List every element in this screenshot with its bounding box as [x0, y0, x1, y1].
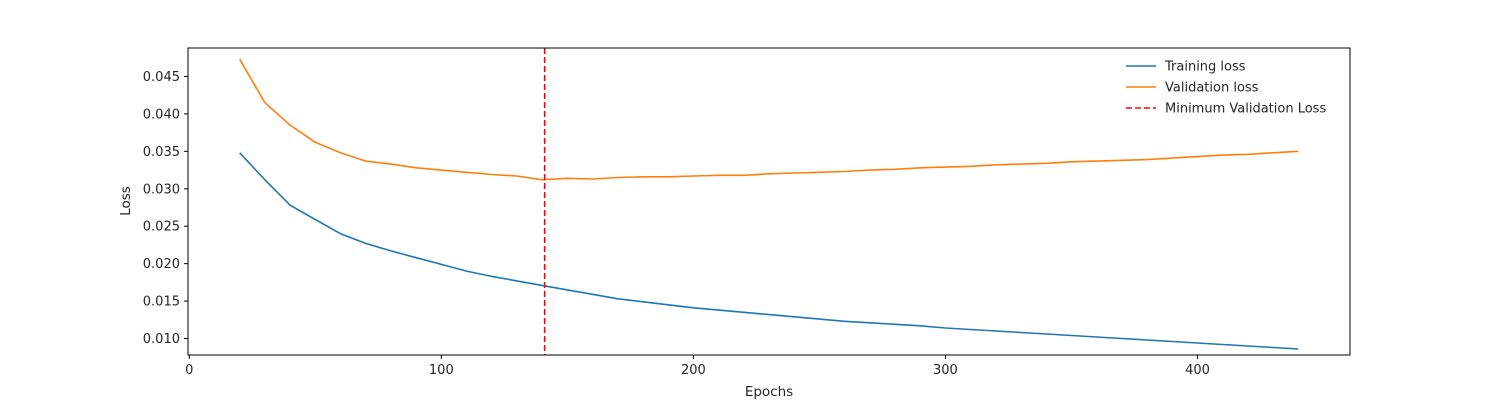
validation-loss-line [239, 58, 1299, 181]
x-tick-label: 200 [681, 363, 706, 378]
training-loss-line [239, 152, 1299, 350]
y-tick-label: 0.045 [143, 70, 180, 85]
y-ticks: 0.010 0.015 0.020 0.025 0.030 0.035 0.040 0.045 [143, 70, 188, 347]
x-tick-label: 0 [185, 363, 193, 378]
y-tick-label: 0.030 [143, 182, 180, 197]
legend-label-minimum-validation-loss: Minimum Validation Loss [1165, 102, 1326, 117]
y-tick-label: 0.015 [143, 295, 180, 310]
legend: Training loss Validation loss Minimum Vali… [1126, 60, 1326, 117]
series-layer [239, 58, 1299, 350]
y-axis-label: Loss [118, 186, 134, 216]
y-tick-label: 0.040 [143, 107, 180, 122]
x-tick-label: 100 [429, 363, 454, 378]
y-tick-label: 0.035 [143, 145, 180, 160]
y-tick-label: 0.020 [143, 257, 180, 272]
y-tick-label: 0.010 [143, 332, 180, 347]
legend-label-training-loss: Training loss [1164, 60, 1246, 75]
x-axis-label: Epochs [745, 384, 793, 400]
x-ticks: 0 100 200 300 400 [185, 355, 1210, 378]
x-tick-label: 300 [933, 363, 958, 378]
legend-label-validation-loss: Validation loss [1165, 81, 1259, 96]
plot-frame [187, 47, 1351, 356]
x-tick-label: 400 [1185, 363, 1210, 378]
y-tick-label: 0.025 [143, 220, 180, 235]
